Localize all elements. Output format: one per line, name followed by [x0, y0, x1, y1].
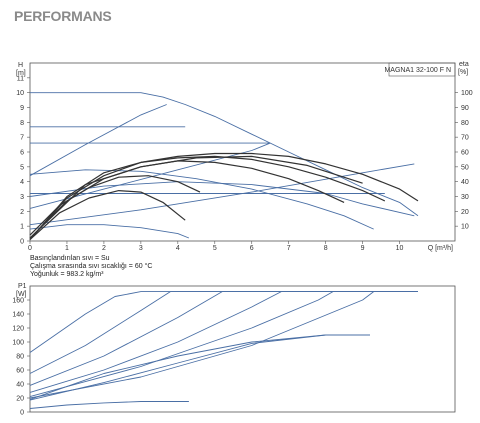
power-curve-5	[29, 291, 418, 399]
y-tick-label: 5	[20, 164, 24, 171]
power-tick-label: 120	[12, 326, 24, 333]
x-tick-label: 9	[361, 245, 365, 252]
x-tick-label: 3	[139, 245, 143, 252]
page-title: PERFORMANS	[14, 8, 112, 24]
power-axis-label: P1	[18, 283, 27, 290]
y-tick-label: 3	[20, 194, 24, 201]
head-curve-15	[29, 155, 363, 239]
power-curve-6	[29, 334, 370, 401]
power-tick-label: 40	[16, 382, 24, 389]
y-tick-label: 7	[20, 135, 24, 142]
x-tick-label: 2	[102, 245, 106, 252]
x-tick-label: 10	[396, 245, 404, 252]
eta-tick-label: 90	[461, 105, 469, 112]
y-tick-label: 9	[20, 105, 24, 112]
x-tick-label: 6	[250, 245, 254, 252]
y-tick-label: 8	[20, 120, 24, 127]
eta-axis-label: eta	[459, 61, 469, 68]
y-tick-label: 4	[20, 179, 24, 186]
x-tick-label: 1	[65, 245, 69, 252]
model-label: MAGNA1 32-100 F N	[384, 67, 451, 74]
head-curve-7	[29, 224, 190, 239]
x-tick-label: 0	[28, 245, 32, 252]
y-axis-label: H	[18, 62, 23, 69]
head-curve-5	[29, 142, 271, 209]
y-tick-label: 10	[16, 90, 24, 97]
bottom-plot-frame	[29, 285, 456, 413]
power-tick-label: 140	[12, 312, 24, 319]
head-curve-12	[29, 155, 386, 240]
power-axis-unit: [W]	[16, 291, 27, 298]
power-tick-label: 100	[12, 340, 24, 347]
head-curve-6	[29, 163, 415, 226]
power-curve-2	[29, 291, 418, 386]
eta-tick-label: 20	[461, 209, 469, 216]
power-tick-label: 60	[16, 368, 24, 375]
power-curve-3	[29, 291, 418, 393]
eta-axis-unit: [%]	[458, 69, 468, 76]
y-tick-label: 1	[20, 224, 24, 231]
y-tick-label: 2	[20, 209, 24, 216]
head-curve-9	[29, 181, 415, 217]
power-tick-label: 20	[16, 396, 24, 403]
x-tick-label: 5	[213, 245, 217, 252]
eta-tick-label: 50	[461, 164, 469, 171]
head-curve-13	[29, 152, 419, 240]
y-tick-label: 11	[17, 75, 24, 82]
power-curve-7	[29, 401, 189, 409]
y-tick-label: 6	[20, 150, 24, 157]
eta-tick-label: 70	[461, 135, 469, 142]
x-tick-label: 8	[324, 245, 328, 252]
eta-tick-label: 10	[461, 224, 469, 231]
head-curve-0	[30, 92, 419, 217]
power-curve-1	[29, 291, 418, 374]
x-tick-label: 4	[176, 245, 180, 252]
head-curve-4	[29, 104, 167, 177]
eta-tick-label: 40	[461, 179, 469, 186]
model-label-box	[388, 62, 456, 77]
head-curve-8	[29, 169, 374, 230]
y-tick-label: 0	[20, 239, 24, 246]
x-tick-label: 7	[287, 245, 291, 252]
chart-note: Basınçlandırılan sıvı = Su	[30, 255, 110, 262]
eta-tick-label: 60	[461, 150, 469, 157]
power-curve-4	[29, 291, 418, 398]
chart-note: Yoğunluk = 983.2 kg/m³	[30, 271, 104, 278]
eta-tick-label: 100	[461, 90, 473, 97]
power-tick-label: 80	[16, 354, 24, 361]
y-axis-unit: [m]	[16, 70, 26, 77]
power-tick-label: 0	[20, 410, 24, 417]
head-curve-11	[29, 160, 345, 239]
power-curve-8	[29, 334, 370, 400]
power-tick-label: 160	[12, 298, 24, 305]
eta-tick-label: 30	[461, 194, 469, 201]
eta-tick-label: 80	[461, 120, 469, 127]
x-axis-label: Q [m³/h]	[428, 245, 453, 252]
chart-note: Çalışma sırasında sıvı sıcaklığı = 60 °C	[30, 262, 152, 270]
head-curve-14	[29, 190, 186, 240]
top-plot-frame	[29, 62, 456, 242]
